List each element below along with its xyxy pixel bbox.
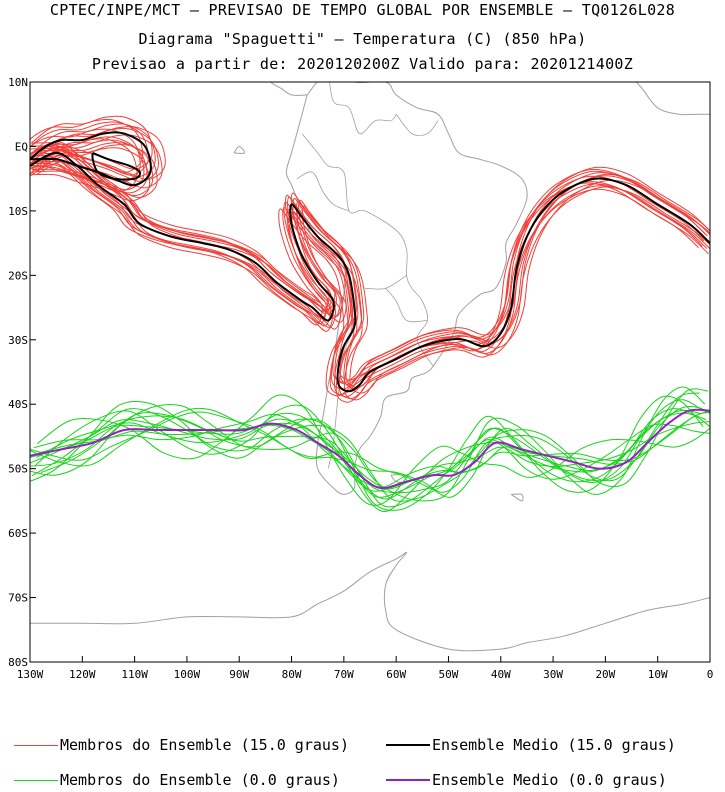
member0-contour	[30, 386, 706, 502]
member15-contour	[36, 161, 710, 401]
coastline-africa	[635, 82, 710, 116]
member0-layer	[30, 386, 710, 513]
lon-tick-label: 20W	[595, 668, 615, 681]
lat-tick-label: 30S	[8, 334, 28, 347]
legend-mean0-swatch	[386, 779, 430, 781]
title-line-3: Previsao a partir de: 2020120200Z Valido…	[91, 55, 634, 73]
title-line-1: CPTEC/INPE/MCT — PREVISAO DE TEMPO GLOBA…	[49, 1, 676, 19]
coastline-island	[233, 145, 246, 154]
legend-mean0-label: Ensemble Medio (0.0 graus)	[432, 771, 667, 789]
lat-tick-label: 60S	[8, 527, 28, 540]
lat-tick-label: 40S	[8, 398, 28, 411]
member0-contour	[40, 405, 710, 502]
lat-tick-label: 10S	[8, 205, 28, 218]
country-border	[385, 287, 428, 323]
country-border	[327, 262, 356, 469]
member15-contour-north	[35, 144, 158, 198]
legend-member15-label: Membros do Ensemble (15.0 graus)	[60, 736, 349, 754]
lon-tick-label: 110W	[121, 668, 148, 681]
legend-member0-label: Membros do Ensemble (0.0 graus)	[60, 771, 340, 789]
member15-contour	[36, 149, 710, 390]
title-line-2: Diagrama "Spaguetti" — Temperatura (C) (…	[138, 30, 587, 48]
lon-tick-label: 0	[707, 668, 714, 681]
lon-tick-label: 70W	[334, 668, 354, 681]
member15-contour	[30, 163, 709, 403]
member15-contour	[30, 141, 710, 381]
lon-tick-label: 120W	[69, 668, 96, 681]
country-border	[329, 82, 397, 135]
lat-tick-label: 20S	[8, 269, 28, 282]
lat-tick-label: 70S	[8, 592, 28, 605]
country-border	[296, 171, 350, 212]
member0-contour	[37, 394, 710, 506]
lat-tick-label: 10N	[8, 76, 28, 89]
legend-member15: Membros do Ensemble (15.0 graus)	[14, 736, 349, 754]
member15-contour	[41, 154, 710, 394]
member15-contour-north	[30, 118, 144, 173]
mean0-contour	[30, 408, 710, 490]
plot-frame	[29, 81, 711, 663]
coastline-island	[510, 493, 524, 502]
member15-contour	[30, 157, 708, 398]
legend-mean15-swatch	[386, 744, 430, 746]
mean15-contour-north	[30, 131, 152, 187]
lon-tick-label: 60W	[386, 668, 406, 681]
lon-tick-label: 50W	[439, 668, 459, 681]
lat-tick-label: 50S	[8, 463, 28, 476]
lon-tick-label: 130W	[17, 668, 44, 681]
lat-tick-label: EQ	[15, 140, 28, 153]
member15-contour	[30, 143, 706, 383]
lon-tick-label: 80W	[282, 668, 302, 681]
lon-tick-label: 10W	[648, 668, 668, 681]
coastline-antarctica	[30, 551, 710, 652]
member15-contour-north	[30, 115, 153, 170]
lat-tick-label: 80S	[8, 656, 28, 669]
lon-tick-label: 90W	[229, 668, 249, 681]
member0-contour	[30, 395, 704, 511]
member0-contour	[30, 409, 702, 492]
legend-member15-swatch	[14, 744, 58, 746]
member0-contour	[34, 404, 710, 513]
mean-layer	[30, 131, 710, 490]
country-border	[301, 133, 434, 366]
legend-mean15: Ensemble Medio (15.0 graus)	[386, 736, 676, 754]
member15-contour	[30, 145, 708, 385]
legend-mean0: Ensemble Medio (0.0 graus)	[386, 771, 667, 789]
member0-contour	[30, 399, 704, 494]
country-border	[395, 113, 439, 136]
mean15-contour	[30, 151, 710, 393]
legend-mean15-label: Ensemble Medio (15.0 graus)	[432, 736, 676, 754]
legend-member0: Membros do Ensemble (0.0 graus)	[14, 771, 340, 789]
mean15-contour-inner	[91, 151, 142, 181]
coastline-central-america	[269, 82, 308, 96]
lon-tick-label: 30W	[543, 668, 563, 681]
legend-member0-swatch	[14, 779, 58, 781]
lon-tick-label: 40W	[491, 668, 511, 681]
lon-tick-label: 100W	[174, 668, 201, 681]
